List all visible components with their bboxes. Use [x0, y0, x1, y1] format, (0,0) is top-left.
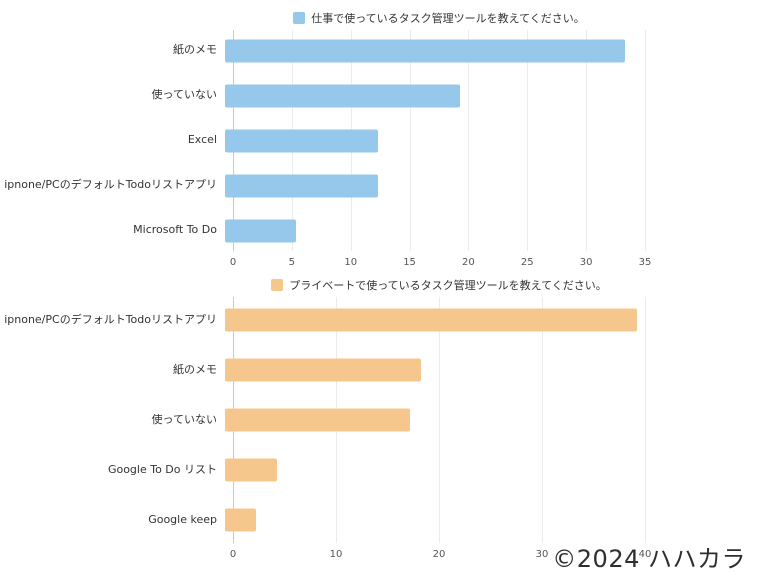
category-label: Excel — [187, 133, 217, 147]
x-tick-label: 25 — [520, 257, 534, 268]
work-task-tools-chart: 仕事で使っているタスク管理ツールを教えてください。 紙のメモ使っていない Exce… — [0, 0, 768, 273]
category-label: 紙のメモ — [173, 362, 217, 376]
legend-label: 仕事で使っているタスク管理ツールを教えてください。 — [311, 12, 585, 25]
bar-track — [225, 208, 637, 253]
category-label: Google To Do リスト — [107, 462, 217, 476]
x-tick-label: 30 — [535, 549, 549, 560]
bar — [225, 458, 277, 482]
bar — [225, 358, 421, 382]
private-task-tools-chart: プライベートで使っているタスク管理ツールを教えてください。 ipnone/PCの… — [0, 275, 768, 565]
x-tick-label: 0 — [229, 257, 237, 268]
bar-row: 紙のメモ — [0, 345, 768, 395]
bar — [225, 219, 296, 242]
gridline — [468, 30, 470, 251]
bar-row: Google keep — [0, 495, 768, 545]
bar-row: Google To Do リスト — [0, 445, 768, 495]
category-label: 使っていない — [151, 412, 217, 426]
x-tick-label: 10 — [344, 257, 358, 268]
category-label: Google keep — [148, 512, 217, 526]
category-label: ipnone/PCのデフォルトTodoリストアプリ — [4, 178, 217, 192]
bar — [225, 174, 379, 197]
bar-track — [225, 345, 637, 395]
gridline — [645, 297, 646, 543]
bar — [225, 508, 256, 532]
chart-legend: プライベートで使っているタスク管理ツールを教えてください。 — [0, 275, 768, 295]
bar-rows: ipnone/PCのデフォルトTodoリストアプリ紙のメモ使っていない Googl… — [0, 295, 768, 545]
category-label: 使っていない — [151, 88, 217, 102]
bar-rows: 紙のメモ使っていない Excel ipnone/PCのデフォルトTodoリストアプリ… — [0, 28, 768, 253]
gridline — [439, 297, 440, 543]
bar-row: 使っていない — [0, 395, 768, 445]
chart-legend: 仕事で使っているタスク管理ツールを教えてください。 — [0, 8, 768, 28]
bar-track — [225, 73, 637, 118]
bar — [225, 129, 379, 152]
bar-row: Microsoft To Do — [0, 208, 768, 253]
legend-label: プライベートで使っているタスク管理ツールを教えてください。 — [289, 279, 607, 292]
gridline — [527, 30, 529, 251]
bar-row: ipnone/PCのデフォルトTodoリストアプリ — [0, 295, 768, 345]
bar-track — [225, 118, 637, 163]
gridline — [586, 30, 588, 251]
x-axis: 0 10 20 30 40 — [229, 545, 652, 565]
bar — [225, 84, 461, 107]
bar-track — [225, 495, 637, 545]
bar-track — [225, 445, 637, 495]
bar-row: 使っていない — [0, 73, 768, 118]
gridline — [542, 297, 543, 543]
bar-track — [225, 395, 637, 445]
category-label: Microsoft To Do — [133, 223, 217, 237]
bar — [225, 408, 411, 432]
gridline — [645, 30, 646, 251]
gridline — [409, 30, 411, 251]
copyright-text: ©2024 ハハカラ — [552, 545, 746, 573]
bar-track — [225, 28, 637, 73]
x-tick-label: 30 — [579, 257, 593, 268]
bar-track — [225, 163, 637, 208]
plot-area: ipnone/PCのデフォルトTodoリストアプリ紙のメモ使っていない Googl… — [0, 295, 768, 565]
bar — [225, 308, 637, 332]
bar-row: Excel — [0, 118, 768, 163]
x-tick-label: 35 — [638, 257, 652, 268]
x-tick-label: 20 — [462, 257, 475, 268]
category-label: 紙のメモ — [173, 43, 217, 57]
category-label: ipnone/PCのデフォルトTodoリストアプリ — [4, 312, 217, 326]
x-tick-label: 5 — [288, 257, 296, 268]
legend-swatch — [293, 12, 306, 24]
x-tick-label: 15 — [403, 257, 416, 268]
x-axis: 0 5 10 15 20 25 30 35 — [229, 253, 652, 273]
legend-swatch — [271, 279, 284, 291]
x-tick-label: 20 — [432, 549, 446, 560]
bar-track — [225, 295, 637, 345]
plot-area: 紙のメモ使っていない Excel ipnone/PCのデフォルトTodoリストアプリ… — [0, 28, 768, 273]
x-tick-label: 40 — [638, 549, 652, 560]
bar — [225, 39, 626, 62]
x-tick-label: 0 — [229, 549, 237, 560]
bar-row: ipnone/PCのデフォルトTodoリストアプリ — [0, 163, 768, 208]
bar-row: 紙のメモ — [0, 28, 768, 73]
x-tick-label: 10 — [329, 549, 343, 560]
